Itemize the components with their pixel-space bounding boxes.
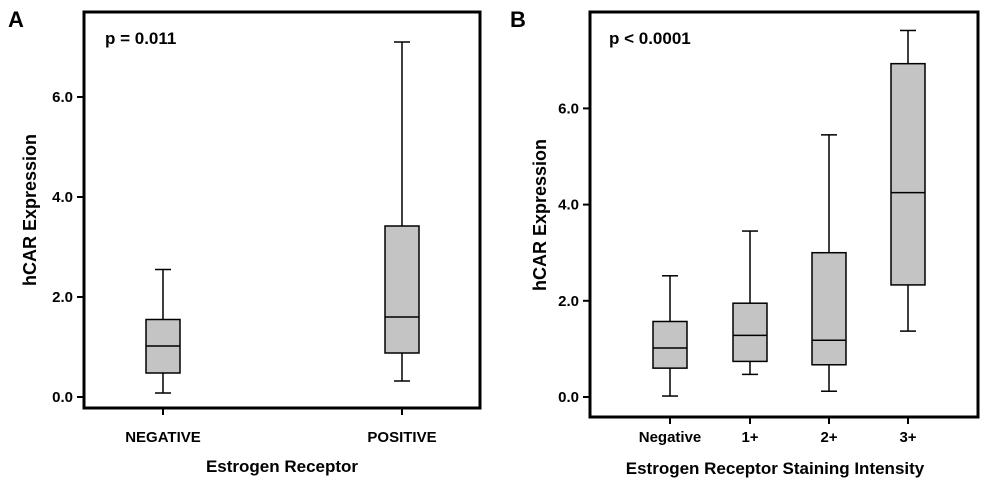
panel-b-box-4 bbox=[890, 29, 926, 332]
panel-b-category-label: 3+ bbox=[899, 429, 916, 446]
panel-b-y-tick-label: 6.0 bbox=[558, 100, 579, 117]
panel-a-y-axis: 0.0 2.0 4.0 6.0 bbox=[52, 89, 84, 406]
panel-a-x-axis-title: Estrogen Receptor bbox=[206, 457, 358, 476]
panel-a-boxes bbox=[145, 41, 420, 394]
panel-a-iqr-box bbox=[384, 225, 420, 354]
panel-b-boxes bbox=[652, 29, 926, 397]
panel-b-category-label: 2+ bbox=[820, 429, 837, 446]
panel-b-iqr-box bbox=[890, 62, 926, 286]
panel-a-category-label: POSITIVE bbox=[367, 429, 436, 446]
panel-a-y-axis-title: hCAR Expression bbox=[20, 134, 40, 286]
panel-a: A p = 0.011 0.0 2.0 4.0 6.0 NEGATIVE POSITIV… bbox=[8, 7, 482, 476]
panel-b-y-tick-label: 2.0 bbox=[558, 293, 579, 310]
panel-b-iqr-box bbox=[652, 320, 688, 369]
panel-a-letter: A bbox=[8, 7, 24, 32]
panel-a-box-1 bbox=[145, 268, 181, 394]
panel-a-category-labels: NEGATIVE POSITIVE bbox=[125, 408, 437, 446]
panel-a-y-tick-label: 6.0 bbox=[52, 89, 73, 106]
panel-b: B p < 0.0001 0.0 2.0 4.0 6.0 Negative 1+ 2+ 3+… bbox=[510, 7, 980, 478]
panel-a-y-tick-label: 4.0 bbox=[52, 189, 73, 206]
panel-b-category-label: Negative bbox=[639, 429, 702, 446]
panel-b-x-axis-title: Estrogen Receptor Staining Intensity bbox=[626, 459, 925, 478]
panel-a-plot-frame bbox=[82, 10, 482, 410]
panel-b-box-1 bbox=[652, 275, 688, 397]
panel-b-box-3 bbox=[811, 134, 847, 392]
panel-b-category-labels: Negative 1+ 2+ 3+ bbox=[639, 417, 917, 446]
panel-b-y-tick-label: 0.0 bbox=[558, 389, 579, 406]
panel-a-box-2 bbox=[384, 41, 420, 382]
panel-b-iqr-box bbox=[811, 251, 847, 366]
panel-b-letter: B bbox=[510, 7, 526, 32]
panel-a-p-value: p = 0.011 bbox=[105, 29, 176, 48]
panel-a-y-tick-label: 0.0 bbox=[52, 389, 73, 406]
panel-b-box-2 bbox=[732, 230, 768, 376]
panel-a-category-label: NEGATIVE bbox=[125, 429, 201, 446]
panel-b-y-axis-title: hCAR Expression bbox=[530, 139, 550, 291]
panel-b-y-tick-label: 4.0 bbox=[558, 197, 579, 214]
panel-b-plot-frame bbox=[588, 10, 980, 419]
panel-a-y-tick-label: 2.0 bbox=[52, 289, 73, 306]
panel-b-p-value: p < 0.0001 bbox=[609, 29, 691, 48]
panel-b-category-label: 1+ bbox=[741, 429, 758, 446]
panel-b-y-axis: 0.0 2.0 4.0 6.0 bbox=[558, 100, 590, 406]
panel-b-iqr-box bbox=[732, 302, 768, 363]
